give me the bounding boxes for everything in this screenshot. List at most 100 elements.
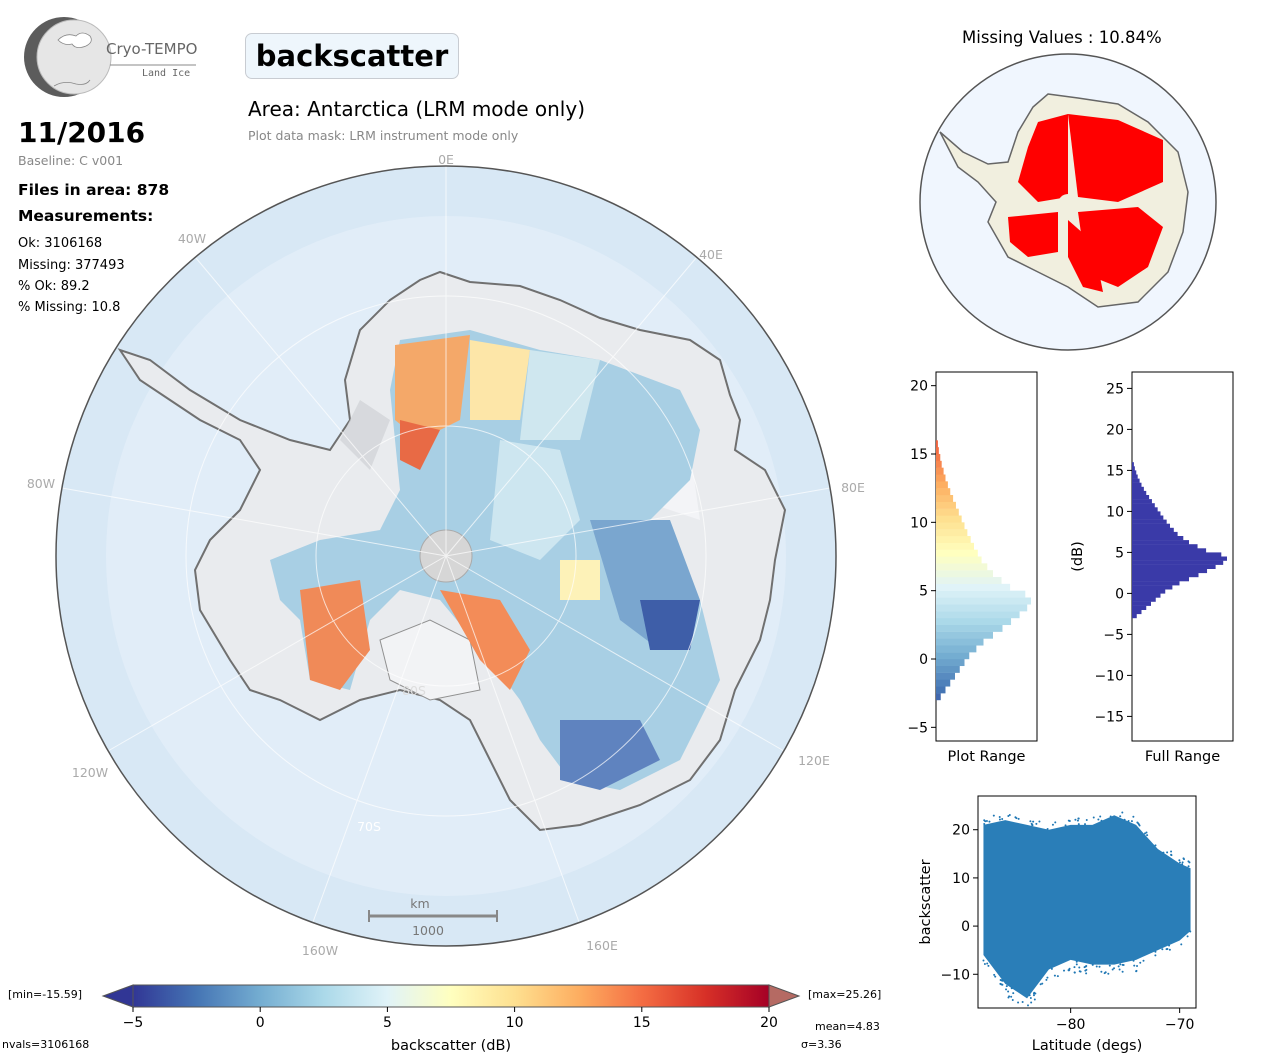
scatter-point — [1085, 972, 1088, 975]
scatter-ytick-label: 10 — [952, 871, 970, 887]
scatter-point — [1075, 963, 1078, 966]
hist-bar — [936, 624, 1003, 632]
scatter-ylabel: backscatter — [918, 859, 934, 944]
scatter-point — [1162, 851, 1165, 854]
files-label: Files in area: 878 — [18, 181, 170, 199]
scatter-plot: −80 −70 −10 0 10 20 Latitude (degs) backscatter — [918, 795, 1197, 1054]
scatter-point — [1010, 995, 1013, 998]
lat-label-70s: 70S — [357, 819, 381, 834]
hist-bar — [1132, 511, 1161, 516]
hist-bar — [1132, 593, 1161, 598]
scatter-point — [1178, 859, 1181, 862]
scatter-point — [1117, 965, 1120, 968]
hist-bar — [1132, 462, 1134, 467]
missing-values-map — [919, 53, 1217, 351]
scatter-point — [1012, 992, 1015, 995]
scatter-point — [1001, 979, 1004, 982]
hist-bar — [1132, 486, 1144, 492]
hist-bar — [1132, 544, 1198, 549]
scatter-point — [1100, 819, 1103, 822]
scatter-point — [1188, 861, 1191, 864]
hist-bar — [936, 577, 1002, 585]
scatter-point — [1033, 998, 1036, 1001]
scatter-point — [1100, 970, 1103, 973]
scatter-point — [1076, 819, 1079, 822]
scatter-point — [1085, 819, 1088, 822]
hist-bar — [936, 645, 977, 653]
scatter-point — [1166, 851, 1169, 854]
scatter-point — [1015, 817, 1018, 820]
colorbar-tick-label: 5 — [383, 1015, 392, 1031]
hist-bar — [1132, 527, 1174, 533]
scatter-point — [1074, 818, 1077, 821]
scatter-point — [1007, 990, 1010, 993]
scatter-xtick-label: −70 — [1165, 1017, 1195, 1033]
hist-bar — [936, 686, 946, 694]
scatter-point — [1091, 963, 1094, 966]
scatter-point — [987, 964, 990, 967]
scatter-point — [1001, 818, 1004, 821]
hist-bar — [936, 474, 946, 482]
hist-tick-label: −10 — [1094, 668, 1124, 684]
scatter-point — [1118, 968, 1121, 971]
scatter-point — [1032, 820, 1035, 823]
scatter-point — [1030, 822, 1033, 825]
missing-map-title: Missing Values : 10.84% — [962, 28, 1162, 47]
scatter-point — [1078, 966, 1081, 969]
hist-bar — [1132, 540, 1189, 545]
scatter-point — [1182, 857, 1185, 860]
date-label: 11/2016 — [18, 116, 146, 149]
pct-ok: % Ok: 89.2 — [18, 279, 90, 294]
scatter-ytick-label: −10 — [940, 967, 970, 983]
scatter-point — [988, 820, 991, 823]
scatter-point — [1084, 823, 1087, 826]
missing-count: Missing: 377493 — [18, 258, 125, 273]
nvals-label: nvals=3106168 — [2, 1038, 90, 1051]
scatter-point — [1017, 817, 1020, 820]
scatter-point — [1021, 1001, 1024, 1004]
scatter-point — [1136, 965, 1139, 968]
hist-bar — [936, 542, 974, 550]
scatter-point — [1029, 820, 1032, 823]
scatter-point — [1011, 998, 1014, 1001]
scatter-point — [1068, 819, 1071, 822]
scatter-point — [983, 823, 986, 826]
lat-label-80s: 80S — [402, 683, 426, 698]
scatter-point — [1005, 988, 1008, 991]
scatter-point — [1107, 972, 1110, 975]
hist-bar — [936, 508, 959, 516]
hist-tick-label: 0 — [1115, 586, 1124, 602]
hist-bar — [936, 604, 1028, 612]
scatter-point — [1154, 954, 1157, 957]
scatter-point — [1028, 994, 1031, 997]
hist-tick-label: 5 — [1115, 545, 1124, 561]
hist-bar — [936, 563, 988, 571]
scatter-point — [1104, 971, 1107, 974]
scatter-point — [1095, 965, 1098, 968]
scatter-point — [1132, 815, 1135, 818]
scatter-point — [1154, 950, 1157, 953]
hist-tick-label: 5 — [919, 584, 928, 600]
backscatter-data-layer — [270, 330, 720, 790]
hist-bar — [1132, 523, 1170, 528]
hist-bar — [936, 672, 955, 680]
scatter-point — [1056, 975, 1059, 978]
scatter-point — [1123, 818, 1126, 821]
scatter-point — [1075, 960, 1078, 963]
scatter-point — [1119, 815, 1122, 818]
hist-bar — [936, 481, 948, 489]
logo-moon-icon — [24, 17, 196, 97]
scale-bar: km 1000 — [368, 896, 498, 938]
hist-bar — [1132, 560, 1224, 565]
hist-bar — [1132, 548, 1207, 553]
hist-bar — [936, 638, 984, 646]
hist-tick-label: 20 — [1106, 422, 1124, 438]
scatter-point — [1119, 963, 1122, 966]
hist-bar — [1132, 515, 1164, 520]
hist-bar — [1132, 572, 1199, 578]
hist-tick-label: −15 — [1094, 709, 1124, 725]
hist-tick-label: 20 — [910, 379, 928, 395]
hist-bar — [936, 447, 939, 455]
scatter-point — [1064, 824, 1067, 827]
hist-tick-label: 0 — [919, 652, 928, 668]
